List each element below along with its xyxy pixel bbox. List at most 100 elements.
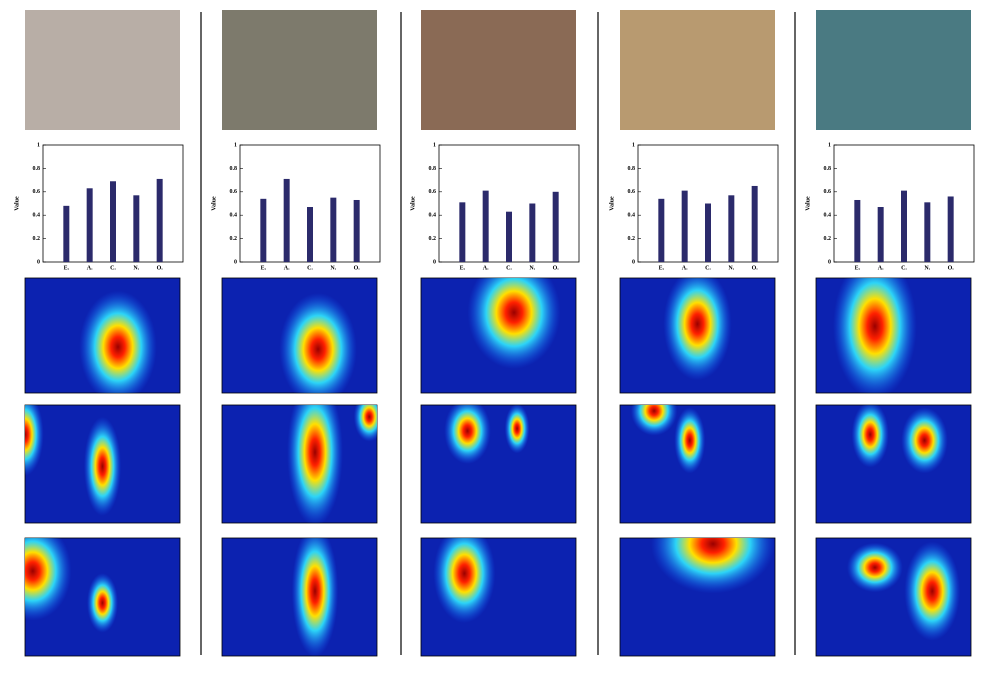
heatmap [221,537,378,657]
heat-blob [904,541,961,641]
bar [877,207,884,262]
x-tick-label: A. [87,265,93,271]
y-tick-label: 1 [234,142,237,148]
y-tick-label: 0.2 [628,236,636,242]
bar [901,190,907,262]
photo [222,10,377,130]
bar [705,203,711,262]
y-tick-label: 0.2 [824,236,832,242]
x-tick-label: N. [924,265,930,271]
y-tick-label: 0.8 [429,166,437,172]
heat-blob [433,538,496,623]
x-tick-label: C. [110,265,116,271]
y-tick-label: 0.4 [429,213,437,219]
y-tick-label: 0.6 [824,189,832,195]
x-tick-label: O. [354,265,361,271]
y-axis-label: Value [410,196,416,211]
y-tick-label: 0.4 [230,213,238,219]
y-tick-label: 1 [37,142,40,148]
bar [86,188,93,262]
heat-blob [851,405,889,468]
bar [529,203,536,262]
heat-blob [87,573,118,633]
x-tick-label: O. [157,265,164,271]
heat-blob [674,407,706,474]
y-tick-label: 0.8 [824,166,832,172]
bar [482,190,489,262]
x-tick-label: A. [878,265,884,271]
heat-blob [833,278,917,393]
bar [854,199,861,262]
photo [620,10,775,130]
x-tick-label: N. [133,265,139,271]
bar [459,202,466,262]
heatmap [221,277,378,394]
heatmap [24,537,181,657]
x-tick-label: A. [483,265,489,271]
bar [947,196,954,262]
y-tick-label: 0.8 [33,166,41,172]
y-tick-label: 0.6 [33,189,41,195]
bar [552,191,559,262]
heatmap [221,404,378,524]
y-tick-label: 0.6 [628,189,636,195]
heatmap [619,277,776,394]
x-tick-label: E. [855,265,861,271]
y-axis-label: Value [609,196,615,211]
x-tick-label: N. [728,265,734,271]
y-tick-label: 0.6 [429,189,437,195]
y-tick-label: 0.6 [230,189,238,195]
heat-blob [83,416,122,516]
y-tick-label: 1 [632,142,635,148]
x-tick-label: N. [330,265,336,271]
x-tick-label: E. [64,265,70,271]
heatmap-background [420,404,577,524]
heatmap [815,537,972,657]
y-tick-label: 0 [37,259,40,265]
bar [353,199,360,262]
heatmap [24,277,181,394]
bar [330,197,337,262]
y-axis-label: Value [211,196,217,211]
photo [25,10,180,130]
photo [816,10,971,130]
bar [133,195,140,262]
y-tick-label: 1 [828,142,831,148]
heat-blob [25,405,44,476]
bar [658,198,665,262]
photo [421,10,576,130]
y-tick-label: 0.4 [628,213,636,219]
bar [681,190,688,262]
x-tick-label: E. [261,265,267,271]
x-tick-label: A. [284,265,290,271]
bar [283,178,290,262]
heatmap [619,537,776,657]
x-tick-label: C. [901,265,907,271]
x-tick-label: E. [659,265,665,271]
heat-blob [353,405,377,442]
heat-blob [79,290,157,393]
y-tick-label: 0 [632,259,635,265]
x-tick-label: C. [506,265,512,271]
x-tick-label: E. [460,265,466,271]
y-tick-label: 0.2 [33,236,41,242]
heat-blob [504,405,530,454]
bar [506,211,512,262]
heatmap [420,277,577,394]
bar [260,198,267,262]
y-tick-label: 0 [828,259,831,265]
heat-blob [287,405,343,523]
bar [63,205,70,262]
bar [110,181,116,262]
heat-blob [467,278,561,369]
heat-blob [291,538,339,656]
heatmap [420,537,577,657]
y-tick-label: 0 [234,259,237,265]
heat-blob [444,405,491,464]
x-tick-label: O. [752,265,759,271]
bar [307,207,313,262]
y-tick-label: 0.4 [33,213,41,219]
heatmap [24,404,181,524]
